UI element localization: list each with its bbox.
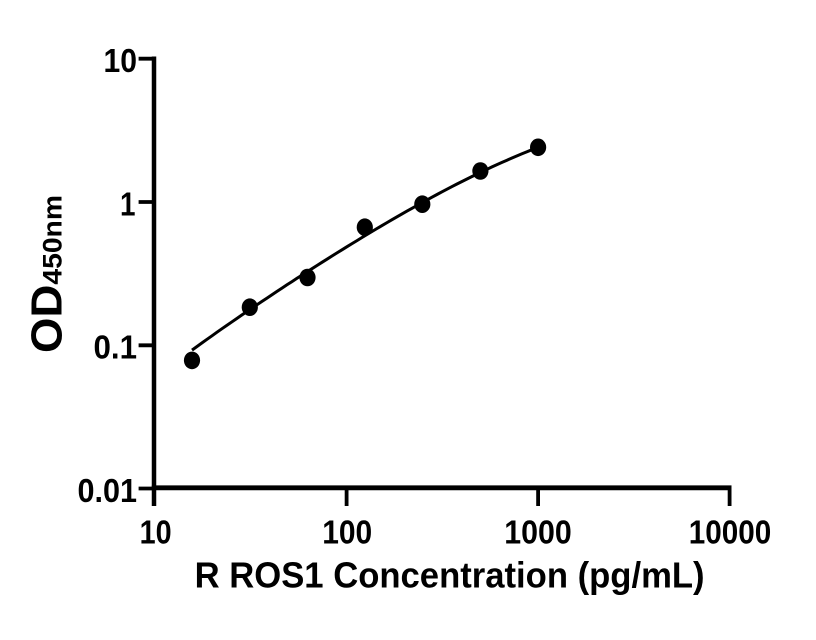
- svg-text:10: 10: [140, 515, 172, 552]
- svg-text:0.1: 0.1: [94, 330, 138, 367]
- svg-text:10: 10: [104, 43, 138, 80]
- svg-text:10000: 10000: [689, 515, 772, 552]
- svg-text:0.01: 0.01: [78, 473, 138, 510]
- svg-text:1000: 1000: [504, 515, 572, 552]
- svg-text:1: 1: [120, 186, 136, 223]
- svg-text:100: 100: [322, 515, 372, 552]
- svg-text:R ROS1 Concentration (pg/mL): R ROS1 Concentration (pg/mL): [195, 555, 705, 596]
